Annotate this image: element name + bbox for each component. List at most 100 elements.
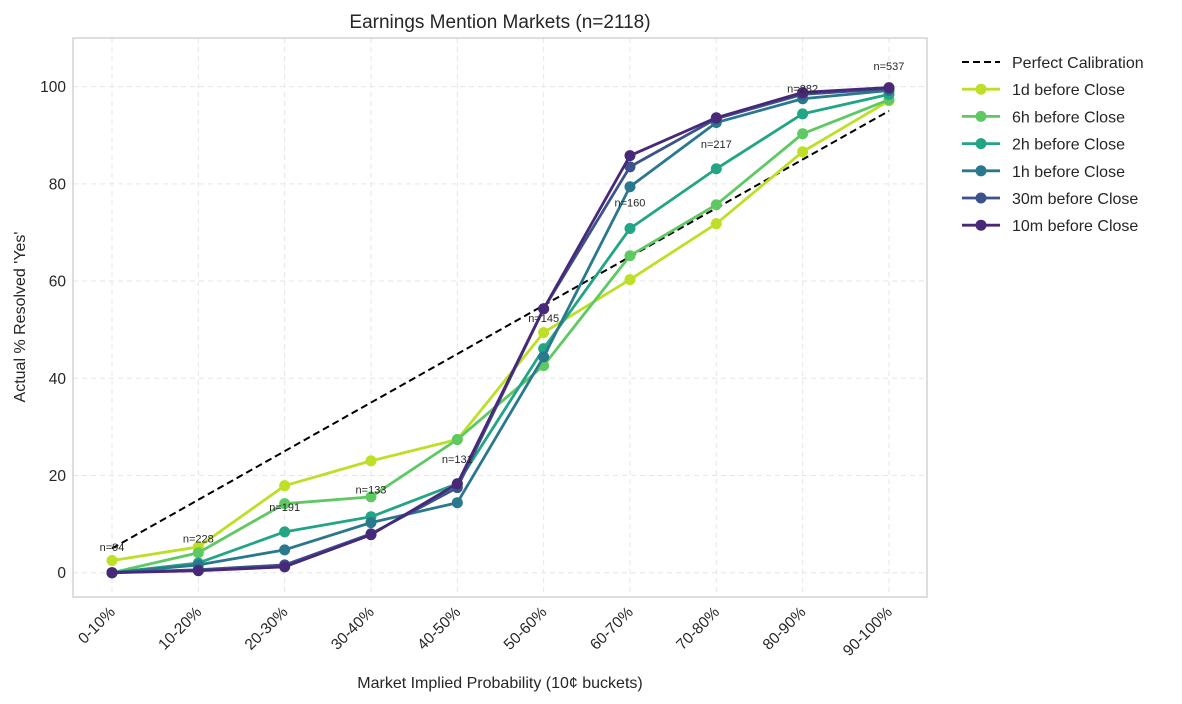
sample-size-label: n=133 bbox=[356, 484, 387, 496]
legend-item-2h-before-close: 2h before Close bbox=[962, 137, 1125, 154]
data-point bbox=[797, 108, 809, 120]
plot-area-frame bbox=[72, 37, 928, 598]
data-point bbox=[710, 199, 722, 211]
data-point bbox=[624, 274, 636, 286]
legend-label: Perfect Calibration bbox=[1012, 55, 1144, 72]
data-point bbox=[279, 561, 291, 573]
data-point bbox=[106, 567, 118, 579]
sample-size-label: n=228 bbox=[183, 534, 214, 546]
series-line bbox=[111, 86, 890, 575]
x-tick-label: 80-90% bbox=[760, 604, 810, 654]
legend-label: 1d before Close bbox=[1012, 82, 1125, 99]
series-10m-before-close bbox=[106, 82, 895, 579]
data-point bbox=[365, 517, 377, 529]
series-lines bbox=[106, 82, 895, 579]
y-axis-label: Actual % Resolved 'Yes' bbox=[12, 232, 29, 403]
data-point bbox=[624, 223, 636, 235]
y-tick-label: 20 bbox=[49, 468, 67, 485]
y-tick-label: 0 bbox=[57, 565, 66, 582]
x-tick-label: 20-30% bbox=[242, 604, 292, 654]
sample-size-label: n=94 bbox=[100, 542, 125, 554]
data-point bbox=[797, 86, 809, 98]
series-6h-before-close bbox=[106, 94, 895, 579]
data-point bbox=[192, 547, 204, 559]
legend-label: 6h before Close bbox=[1012, 109, 1125, 126]
series-line bbox=[111, 89, 890, 575]
data-point bbox=[192, 565, 204, 577]
data-point bbox=[710, 218, 722, 230]
data-point bbox=[106, 555, 118, 567]
data-point bbox=[624, 181, 636, 193]
data-point bbox=[710, 163, 722, 175]
data-point bbox=[710, 112, 722, 124]
x-tick-label: 90-100% bbox=[840, 604, 896, 660]
data-point bbox=[538, 351, 550, 363]
legend-marker-swatch bbox=[975, 165, 987, 177]
y-tick-label: 80 bbox=[49, 176, 67, 193]
sample-size-label: n=282 bbox=[787, 83, 818, 95]
x-axis-ticks: 0-10% 10-20% 20-30% 30-40% 40-50% 50-60% 60-70… bbox=[75, 604, 896, 660]
chart-title: Earnings Mention Markets (n=2118) bbox=[349, 12, 650, 33]
data-point bbox=[883, 82, 895, 94]
data-point bbox=[624, 161, 636, 173]
data-point bbox=[797, 128, 809, 140]
data-point bbox=[279, 480, 291, 492]
x-tick-label: 50-60% bbox=[501, 604, 551, 654]
data-point bbox=[279, 526, 291, 538]
y-tick-label: 100 bbox=[40, 79, 66, 96]
perfect-calibration-line-path bbox=[111, 110, 890, 550]
x-tick-label: 70-80% bbox=[673, 604, 723, 654]
y-axis-ticks: 0 20 40 60 80 100 bbox=[40, 79, 66, 582]
sample-size-label: n=160 bbox=[615, 198, 646, 210]
series-line bbox=[111, 98, 890, 575]
legend-item-1h-before-close: 1h before Close bbox=[962, 164, 1125, 181]
x-axis-label: Market Implied Probability (10¢ buckets) bbox=[357, 675, 642, 692]
sample-size-label: n=145 bbox=[528, 313, 559, 325]
legend-item-1d-before-close: 1d before Close bbox=[962, 82, 1125, 99]
data-point bbox=[279, 544, 291, 556]
data-point bbox=[538, 303, 550, 315]
grid bbox=[73, 38, 927, 597]
data-point bbox=[451, 497, 463, 509]
legend-marker-swatch bbox=[975, 219, 987, 231]
data-point bbox=[279, 498, 291, 510]
sample-size-label: n=131 bbox=[442, 454, 473, 466]
sample-size-label: n=191 bbox=[269, 502, 300, 514]
perfect-calibration-line bbox=[111, 110, 890, 550]
x-tick-label: 10-20% bbox=[155, 604, 205, 654]
legend-marker-swatch bbox=[975, 138, 987, 150]
data-point bbox=[365, 529, 377, 541]
sample-size-label: n=217 bbox=[701, 139, 732, 151]
data-point bbox=[451, 434, 463, 446]
series-2h-before-close bbox=[106, 88, 895, 579]
legend-label: 2h before Close bbox=[1012, 137, 1125, 154]
data-point bbox=[797, 146, 809, 158]
series-1h-before-close bbox=[106, 84, 895, 579]
legend-label: 10m before Close bbox=[1012, 218, 1138, 235]
x-tick-label: 40-50% bbox=[414, 604, 464, 654]
legend-item-perfect-calibration: Perfect Calibration bbox=[962, 55, 1144, 72]
data-point bbox=[624, 250, 636, 262]
series-line bbox=[111, 99, 890, 562]
legend-item-6h-before-close: 6h before Close bbox=[962, 109, 1125, 126]
legend-label: 30m before Close bbox=[1012, 191, 1138, 208]
x-tick-label: 0-10% bbox=[75, 604, 119, 648]
sample-size-label: n=537 bbox=[874, 61, 905, 73]
data-point bbox=[365, 491, 377, 503]
x-tick-label: 30-40% bbox=[328, 604, 378, 654]
y-tick-label: 40 bbox=[49, 371, 67, 388]
legend-marker-swatch bbox=[975, 192, 987, 204]
sample-size-annotations: n=94 n=228 n=191 n=133 n=131 n=145 n=160 n=217 n… bbox=[100, 61, 905, 554]
data-point bbox=[451, 478, 463, 490]
data-point bbox=[538, 327, 550, 339]
y-tick-label: 60 bbox=[49, 274, 67, 291]
x-tick-label: 60-70% bbox=[587, 604, 637, 654]
legend-label: 1h before Close bbox=[1012, 164, 1125, 181]
data-point bbox=[365, 455, 377, 467]
series-line bbox=[111, 93, 890, 575]
data-point bbox=[624, 150, 636, 162]
legend-marker-swatch bbox=[975, 110, 987, 122]
legend: Perfect Calibration 1d before Close 6h bef… bbox=[962, 55, 1144, 235]
legend-item-30m-before-close: 30m before Close bbox=[962, 191, 1138, 208]
